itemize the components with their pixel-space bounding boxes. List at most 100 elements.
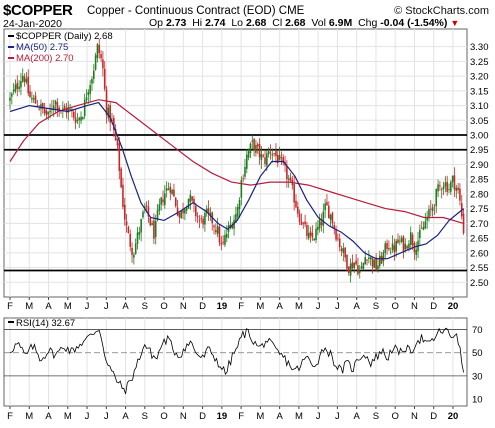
candle-body xyxy=(260,153,263,161)
high-value: 2.74 xyxy=(205,17,226,29)
price-x-tick-label: O xyxy=(160,301,167,312)
candle-body xyxy=(14,84,17,92)
candle-body xyxy=(45,110,48,115)
candle-body xyxy=(32,98,35,100)
candle-body xyxy=(34,95,37,104)
candle-body xyxy=(153,220,155,239)
price-x-tick-label: 20 xyxy=(448,301,459,312)
candle-body xyxy=(298,213,301,222)
candle-body xyxy=(207,208,210,213)
candle-body xyxy=(52,105,55,110)
candle-body xyxy=(415,249,418,256)
candle-body xyxy=(140,219,142,233)
candle-body xyxy=(307,233,310,239)
candle-body xyxy=(63,106,66,109)
candle-body xyxy=(167,188,170,190)
rsi-x-tick-label: J xyxy=(316,411,321,422)
candle-body xyxy=(435,188,438,206)
candle-body xyxy=(306,224,308,236)
price-x-tick-label: F xyxy=(7,301,13,312)
candle-body xyxy=(25,78,28,83)
volume-value: 6.9M xyxy=(328,17,353,29)
price-x-tick-label: F xyxy=(238,301,244,312)
price-x-tick-label: D xyxy=(430,301,437,312)
candle-body xyxy=(256,144,259,147)
price-y-tick-label: 2.85 xyxy=(470,175,489,186)
candle-body xyxy=(457,187,459,191)
candle-body xyxy=(62,108,64,110)
candle-body xyxy=(391,243,394,250)
candle-body xyxy=(216,226,219,234)
symbol-description: Copper - Continuous Contract (EOD) CME xyxy=(87,5,304,17)
price-y-tick-label: 3.15 xyxy=(470,86,489,97)
rsi-x-tick-label: A xyxy=(354,411,361,422)
rsi-x-tick-label: O xyxy=(160,411,167,422)
price-stats: Op 2.73 Hi 2.74 Lo 2.68 Cl 2.68 Vol 6.9M… xyxy=(149,17,459,29)
candle-body xyxy=(16,82,19,89)
candle-body xyxy=(224,234,226,245)
candle-body xyxy=(439,185,441,187)
candle-body xyxy=(222,241,224,243)
exchange-text: CME xyxy=(278,5,305,17)
rsi-x-tick-label: 19 xyxy=(217,411,228,422)
change-value: -0.04 (-1.54%) xyxy=(380,17,448,29)
candle-body xyxy=(382,252,385,262)
candle-body xyxy=(78,117,81,121)
candle-body xyxy=(27,76,30,94)
down-triangle-icon: ▼ xyxy=(450,18,460,28)
candle-body xyxy=(433,205,436,207)
candle-body xyxy=(406,246,408,249)
candle-body xyxy=(273,153,275,154)
candle-body xyxy=(304,221,306,225)
candle-body xyxy=(69,108,71,110)
candle-body xyxy=(251,140,254,142)
candle-body xyxy=(21,75,24,82)
price-y-tick-label: 2.80 xyxy=(470,189,489,200)
candle-body xyxy=(236,207,239,217)
candle-body xyxy=(258,144,261,158)
candle-body xyxy=(67,106,70,113)
candle-body xyxy=(198,220,201,221)
price-y-tick-label: 3.00 xyxy=(470,131,489,142)
candle-body xyxy=(165,188,168,191)
candle-body xyxy=(176,207,179,216)
candle-body xyxy=(424,221,427,229)
candle-body xyxy=(428,209,430,219)
candle-body xyxy=(107,107,110,118)
candle-body xyxy=(309,231,312,236)
candle-body xyxy=(125,221,128,226)
candle-body xyxy=(364,257,367,265)
candle-body xyxy=(278,154,281,161)
candle-body xyxy=(76,120,79,122)
candle-body xyxy=(182,209,184,214)
candle-body xyxy=(369,257,372,260)
candle-body xyxy=(151,223,153,226)
candle-body xyxy=(324,203,326,211)
candle-body xyxy=(74,117,77,124)
candle-body xyxy=(287,178,290,180)
change-label: Chg xyxy=(358,17,378,29)
candle-body xyxy=(195,206,197,217)
candle-body xyxy=(340,248,343,252)
candle-body xyxy=(378,255,381,267)
candles-group xyxy=(9,38,465,283)
open-value: 2.73 xyxy=(165,17,187,29)
price-y-tick-label: 2.50 xyxy=(470,278,489,289)
price-x-tick-label: N xyxy=(180,301,187,312)
candle-body xyxy=(40,104,42,109)
candle-body xyxy=(193,198,195,204)
rsi-x-tick-label: A xyxy=(122,411,129,422)
candle-body xyxy=(134,243,137,254)
candle-body xyxy=(313,238,316,241)
candle-body xyxy=(120,168,122,188)
candle-body xyxy=(448,189,450,190)
rsi-x-tick-label: M xyxy=(295,411,303,422)
candle-body xyxy=(147,206,150,217)
rsi-x-tick-label: N xyxy=(180,411,187,422)
candle-body xyxy=(123,204,126,220)
candle-body xyxy=(127,226,130,233)
rsi-x-tick-label: F xyxy=(238,411,244,422)
candle-body xyxy=(262,155,264,157)
candle-body xyxy=(322,211,325,226)
candle-body xyxy=(399,240,401,242)
